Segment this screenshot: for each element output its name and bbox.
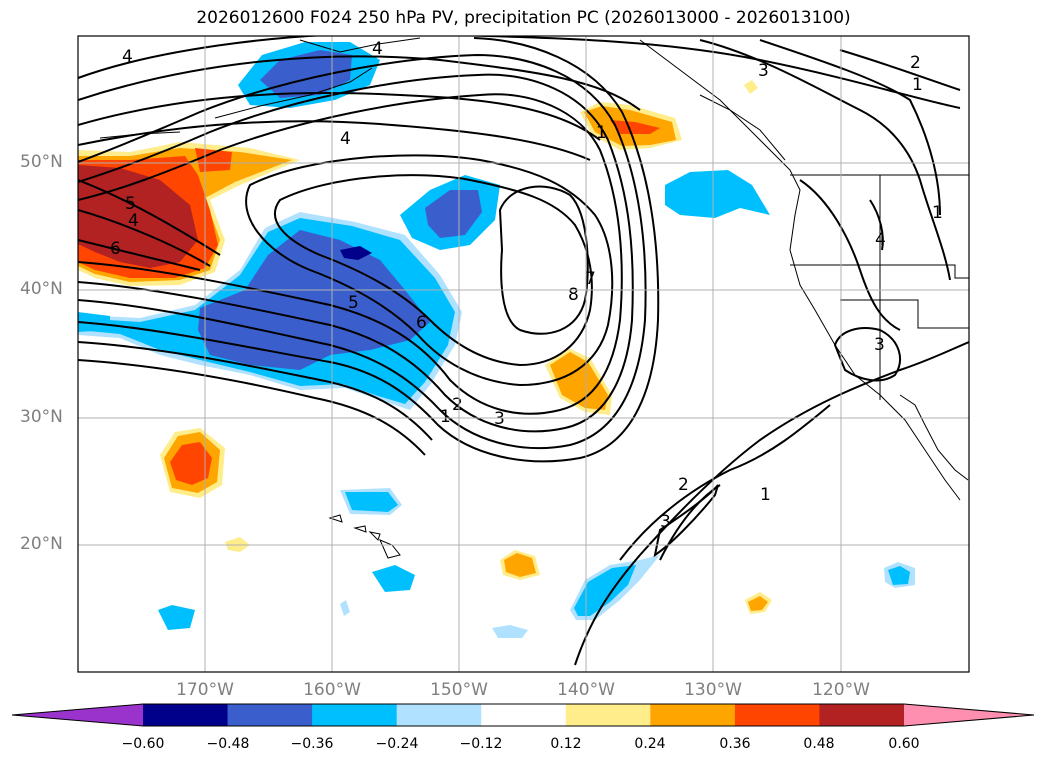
lat-label-50n: 50°N (20, 152, 63, 172)
contour-label: 1 (912, 75, 923, 95)
precip-positive-west (78, 142, 300, 286)
contour-label: 3 (758, 61, 769, 81)
contour-label: 4 (122, 47, 133, 67)
lon-label-150w: 150°W (430, 680, 488, 700)
colorbar-tick: −0.36 (290, 736, 334, 752)
contour-label: 6 (110, 239, 121, 259)
colorbar-segment (143, 704, 229, 726)
contour-label: 6 (416, 313, 427, 333)
colorbar-segment (650, 704, 736, 726)
colorbar-tick: 0.36 (719, 736, 751, 752)
contour-label: 3 (494, 409, 505, 429)
contour-label: 4 (875, 230, 886, 250)
colorbar-segment (819, 704, 905, 726)
colorbar-segment (312, 704, 398, 726)
lon-label-140w: 140°W (557, 680, 615, 700)
colorbar-segment (565, 704, 651, 726)
contour-label: 4 (340, 129, 351, 149)
colorbar-outline (11, 703, 1035, 727)
colorbar-tick: −0.60 (121, 736, 165, 752)
precip-negative-coast (665, 170, 770, 218)
lon-label-120w: 120°W (812, 680, 870, 700)
colorbar-tick: 0.48 (803, 736, 835, 752)
lat-label-40n: 40°N (20, 279, 63, 299)
contour-label: 3 (660, 512, 671, 532)
coastlines (99, 37, 969, 559)
contour-label: 1 (760, 485, 771, 505)
map-title: 2026012600 F024 250 hPa PV, precipitatio… (196, 8, 851, 28)
pv-contours (78, 36, 969, 666)
colorbar-tick: 0.24 (634, 736, 666, 752)
colorbar-tick: −0.12 (459, 736, 503, 752)
map-field: 4 4 4 5 6 5 6 4 1 3 2 1 1 4 8 7 3 2 1 3 … (78, 36, 969, 672)
contour-label: 5 (125, 194, 136, 214)
contour-label: 2 (910, 53, 921, 73)
gridlines (78, 36, 969, 672)
colorbar-segment (734, 704, 820, 726)
contour-label: 4 (128, 211, 139, 231)
lon-label-170w: 170°W (176, 680, 234, 700)
lat-label-20n: 20°N (20, 534, 63, 554)
colorbar-segment (481, 704, 567, 726)
lon-label-130w: 130°W (684, 680, 742, 700)
colorbar-tick: 0.60 (888, 736, 920, 752)
colorbar-tick: −0.24 (375, 736, 419, 752)
contour-label: 2 (452, 395, 463, 415)
lon-label-160w: 160°W (303, 680, 361, 700)
contour-label: 1 (596, 123, 607, 143)
colorbar-extend-low (12, 704, 143, 726)
contour-label: 7 (585, 269, 596, 289)
contour-label: 8 (568, 285, 579, 305)
contour-label: 1 (932, 203, 943, 223)
colorbar-segment (227, 704, 313, 726)
contour-label: 4 (372, 39, 383, 59)
colorbar-extend-high (904, 704, 1034, 726)
lat-label-30n: 30°N (20, 407, 63, 427)
colorbar-segment (396, 704, 482, 726)
contour-labels: 4 4 4 5 6 5 6 4 1 3 2 1 1 4 8 7 3 2 1 3 … (110, 39, 943, 532)
contour-label: 3 (874, 335, 885, 355)
map-frame (77, 35, 970, 673)
colorbar-tick: 0.12 (550, 736, 582, 752)
contour-label: 1 (440, 407, 451, 427)
colorbar (11, 703, 1035, 727)
colorbar-tick: −0.48 (206, 736, 250, 752)
contour-label: 2 (678, 475, 689, 495)
contour-label: 5 (348, 293, 359, 313)
